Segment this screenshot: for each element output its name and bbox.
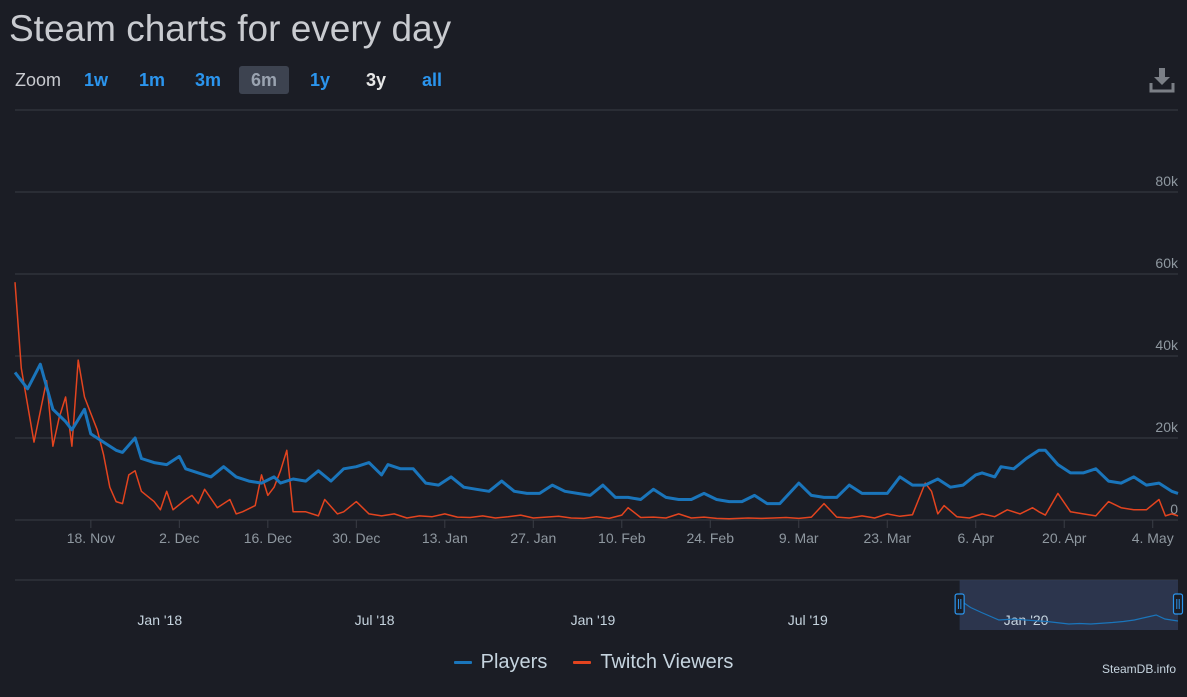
series-line-players — [13, 362, 1179, 506]
zoom-1m-button[interactable]: 1m — [139, 70, 166, 90]
x-tick-label: 30. Dec — [332, 530, 380, 546]
legend-item-players[interactable]: Players — [453, 651, 548, 674]
x-tick-label: 2. Dec — [159, 530, 199, 546]
navigator-series — [959, 599, 1179, 625]
zoom-3y-button[interactable]: 3y — [366, 70, 387, 90]
zoom-bar: Zoom 1w 1m 3m 6m 1y 3y all — [15, 66, 463, 94]
legend-item-twitch[interactable]: Twitch Viewers — [573, 651, 733, 674]
x-tick-label: 23. Mar — [864, 530, 912, 546]
chart-grid — [15, 109, 1178, 521]
x-tick-label: 10. Feb — [598, 530, 646, 546]
credit-link[interactable]: SteamDB.info — [1102, 662, 1177, 676]
zoom-6m-button[interactable]: 6m — [239, 66, 290, 94]
navigator-handle-box — [1172, 593, 1184, 615]
x-tick-label: 6. Apr — [957, 530, 994, 546]
navigator-tick-label: Jan '18 — [137, 612, 182, 628]
zoom-3m-button[interactable]: 3m — [195, 70, 222, 90]
x-axis: 18. Nov 2. Dec 16. Dec 30. Dec 13. Jan 27. Ja… — [15, 519, 1178, 546]
x-tick-label: 16. Dec — [244, 530, 292, 546]
navigator-tick-label: Jul '18 — [355, 612, 395, 628]
series-line-twitch — [14, 282, 1179, 520]
y-tick-label: 60k — [1155, 255, 1179, 271]
x-tick-label: 24. Feb — [687, 530, 735, 546]
navigator-tick-label: Jan '19 — [571, 612, 616, 628]
legend-swatch-players — [453, 661, 472, 664]
legend-swatch-twitch — [573, 661, 592, 664]
chart-canvas: 0 20k 40k 60k 80k 18. Nov 2. Dec 16. Dec 30. De… — [13, 109, 1184, 630]
x-tick-label: 20. Apr — [1042, 530, 1087, 546]
x-tick-label: 4. May — [1132, 530, 1174, 546]
y-tick-label: 80k — [1155, 173, 1179, 189]
zoom-1w-button[interactable]: 1w — [84, 70, 109, 90]
y-tick-label: 0 — [1170, 501, 1178, 517]
x-tick-label: 13. Jan — [422, 530, 468, 546]
zoom-all-button[interactable]: all — [422, 70, 443, 90]
legend-label-players: Players — [480, 651, 548, 673]
y-axis: 0 20k 40k 60k 80k — [1155, 173, 1179, 517]
navigator-selection — [959, 580, 1178, 630]
download-icon[interactable] — [1148, 66, 1176, 94]
x-tick-label: 9. Mar — [779, 530, 819, 546]
navigator-handle-left[interactable] — [954, 593, 965, 615]
zoom-label: Zoom — [15, 69, 62, 90]
x-tick-label: 18. Nov — [67, 530, 115, 546]
y-tick-label: 40k — [1155, 337, 1179, 353]
page-title: Steam charts for every day — [9, 8, 452, 49]
zoom-1y-button[interactable]: 1y — [310, 70, 331, 90]
navigator: Jan '18 Jul '18 Jan '19 Jul '19 Jan '20 — [15, 579, 1184, 630]
x-tick-label: 27. Jan — [510, 530, 556, 546]
navigator-tick-label: Jul '19 — [788, 612, 828, 628]
navigator-handle-box — [954, 593, 965, 615]
legend-label-twitch: Twitch Viewers — [600, 651, 734, 673]
chart-legend: Players Twitch Viewers — [0, 651, 1187, 674]
chart-series — [13, 282, 1179, 520]
navigator-handle-right[interactable] — [1172, 593, 1184, 615]
y-tick-label: 20k — [1155, 419, 1179, 435]
